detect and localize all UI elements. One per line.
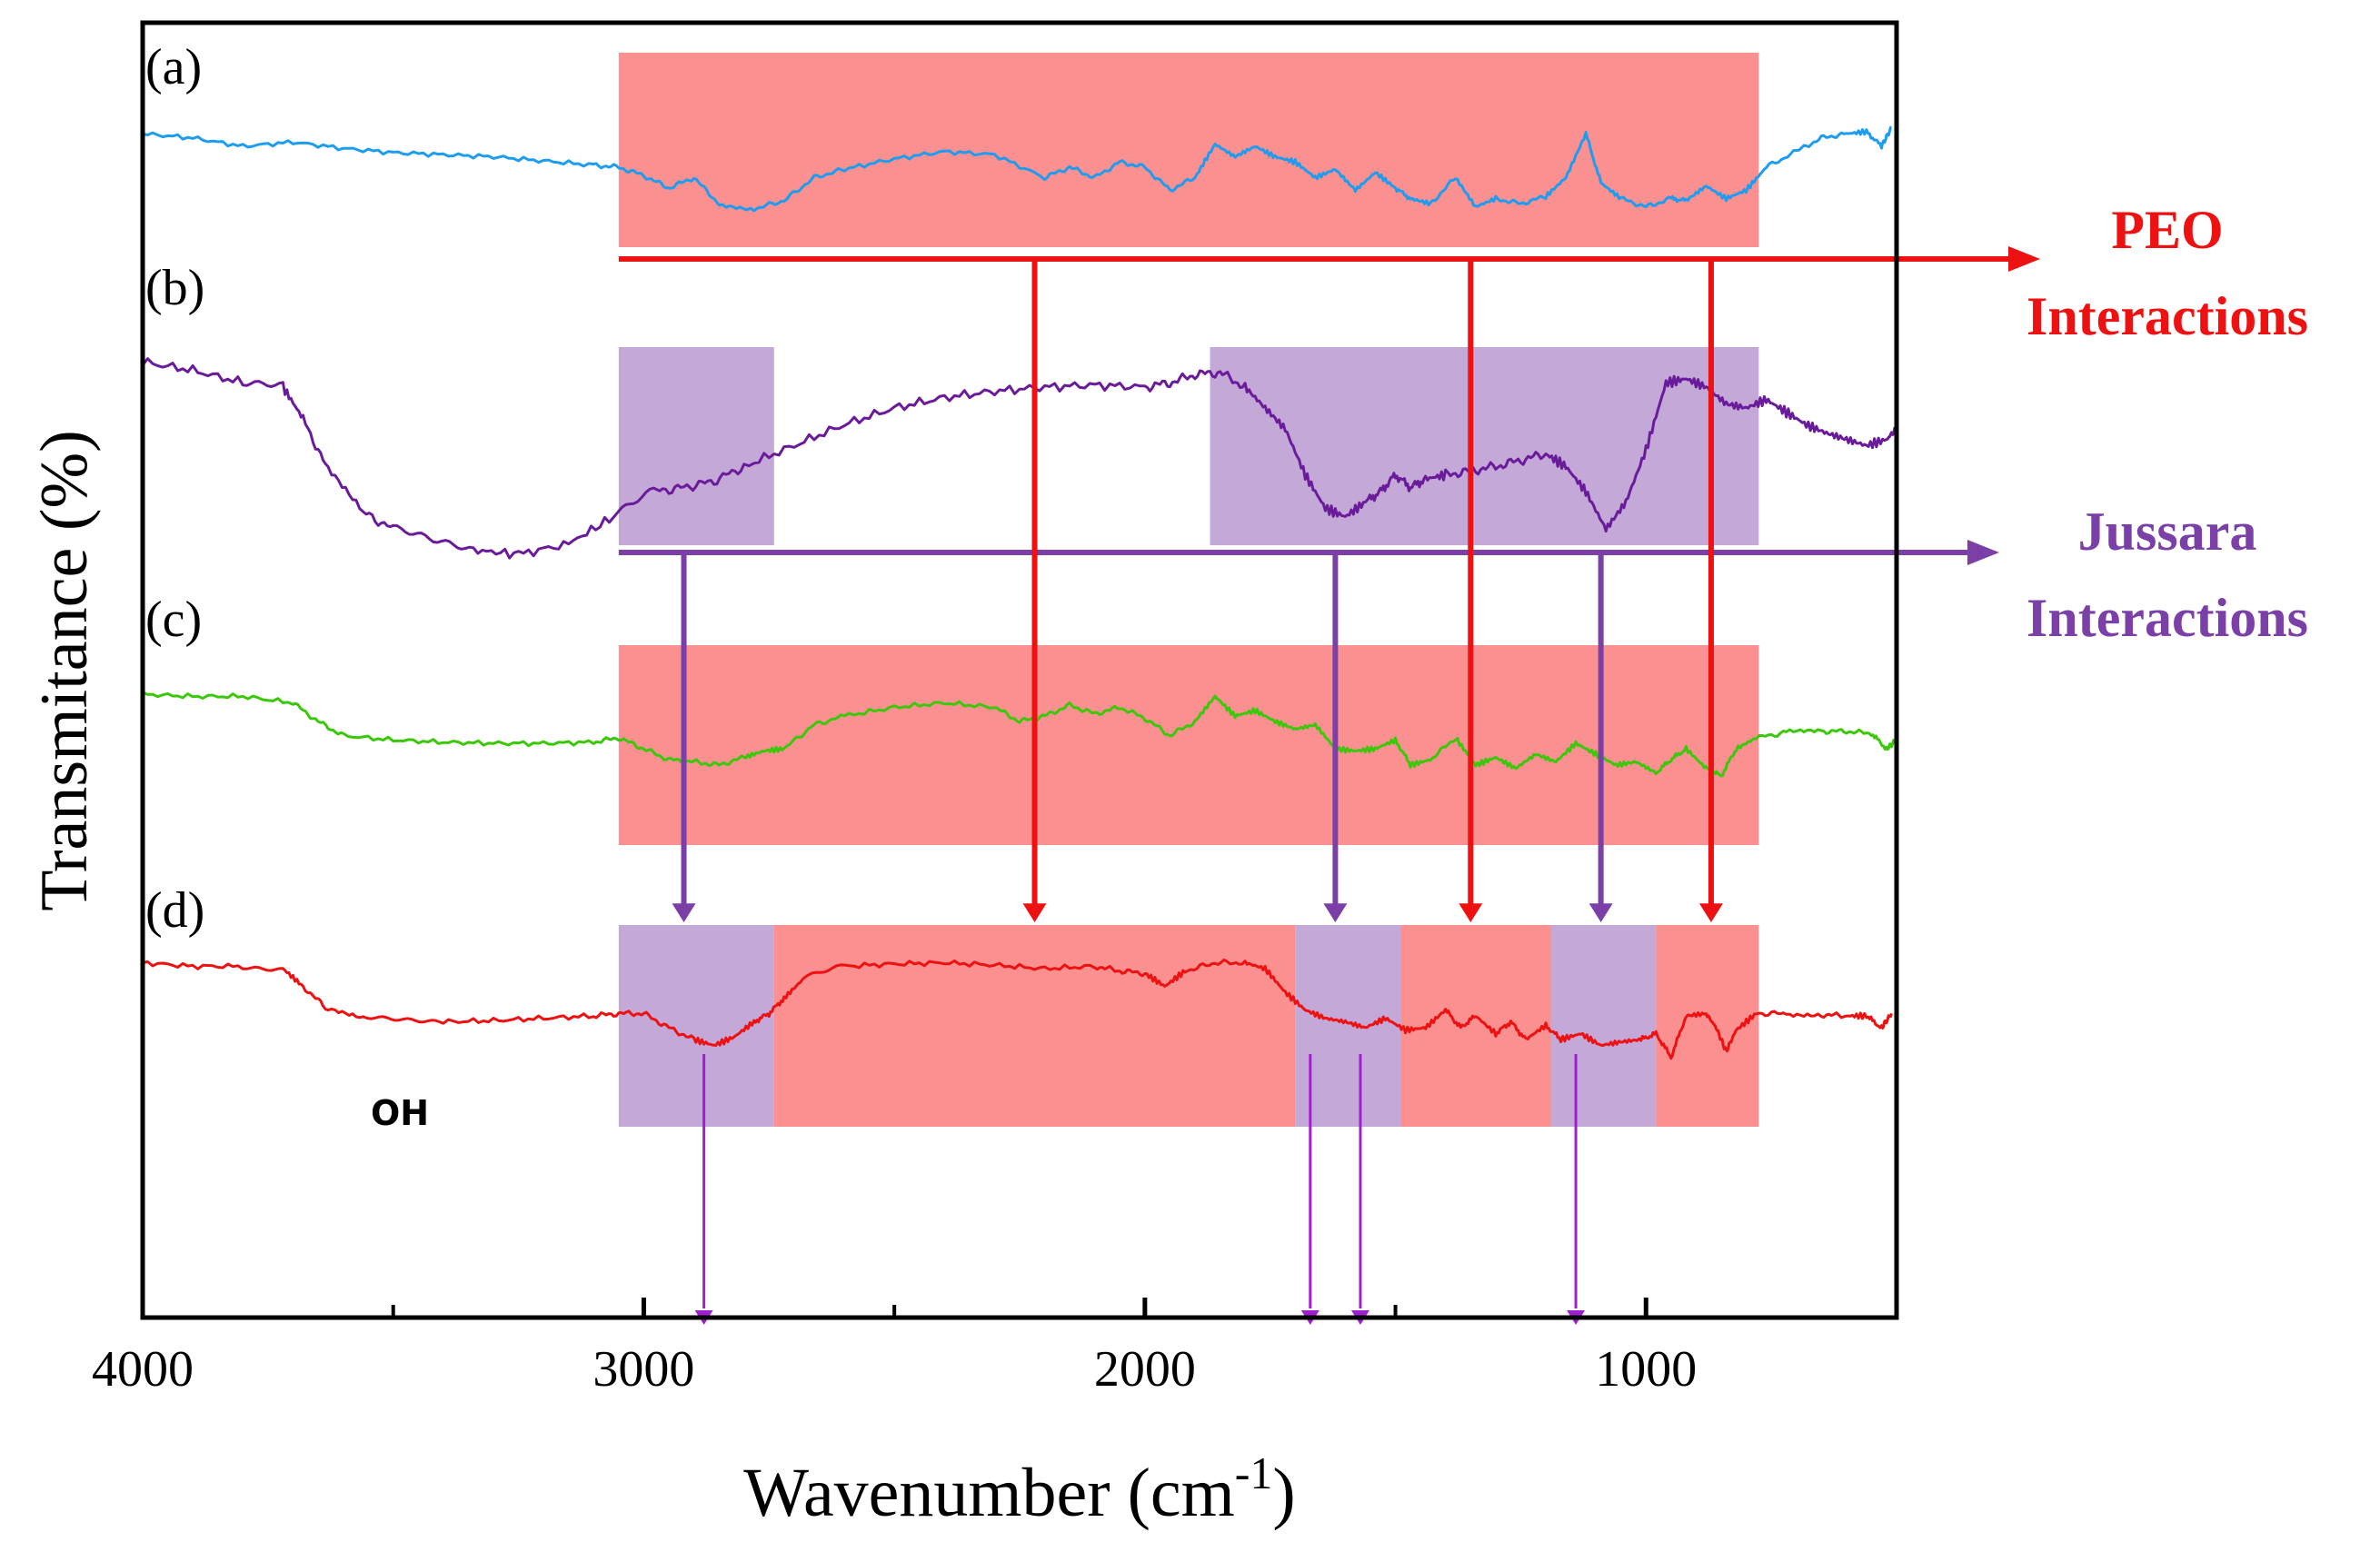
peo-vertical-arrow-head-2 — [1698, 903, 1723, 922]
spectrum-curve-a — [142, 125, 1892, 213]
curve-label-c: (c) — [145, 592, 202, 648]
jussara-horizontal-arrow-head — [1967, 540, 1999, 565]
highlight-regions — [618, 53, 1759, 1127]
curve-label-b: (b) — [145, 260, 204, 316]
jussara-vertical-arrow-head-2 — [1588, 903, 1613, 922]
jussara-vertical-arrow-head-0 — [672, 903, 696, 922]
highlight-region-peo-5 — [773, 925, 1296, 1127]
jussara-label-line1: Jussara — [2078, 502, 2257, 562]
highlight-region-jussara-2 — [1210, 347, 1759, 545]
oh-label: OH — [371, 1093, 429, 1133]
jussara-vertical-arrow-head-1 — [1323, 903, 1348, 922]
x-axis-ticks: 4000 3000 2000 1000 — [92, 1298, 1898, 1398]
spectra-curves — [141, 125, 1898, 1060]
x-axis-label: Wavenumber (cm-1) — [743, 1448, 1295, 1531]
plot-frame — [140, 20, 1899, 1320]
peo-vertical-arrow-head-0 — [1022, 903, 1047, 922]
spectrum-curve-b — [141, 357, 1898, 560]
peo-label-line2: Interactions — [2026, 286, 2308, 346]
jussara-label-line2: Interactions — [2026, 588, 2308, 648]
peo-label-line1: PEO — [2111, 200, 2223, 260]
highlight-region-jussara-8 — [1550, 925, 1657, 1127]
y-axis-label: Transmitance (%) — [27, 430, 102, 911]
highlight-region-peo-0 — [618, 53, 1759, 247]
highlight-region-jussara-1 — [618, 347, 774, 545]
curve-label-a: (a) — [145, 39, 202, 95]
spectrum-curve-c — [142, 691, 1898, 778]
x-tick-label-2000: 2000 — [1094, 1341, 1196, 1398]
interaction-arrows — [618, 246, 2040, 1325]
x-tick-label-3000: 3000 — [593, 1341, 694, 1398]
curve-label-d: (d) — [145, 882, 204, 939]
x-axis-label-main: Wavenumber (cm — [743, 1455, 1234, 1531]
x-axis-label-superscript: -1 — [1235, 1448, 1273, 1498]
highlight-region-peo-3 — [618, 645, 1759, 845]
x-tick-label-4000: 4000 — [92, 1341, 194, 1398]
highlight-region-peo-7 — [1400, 925, 1551, 1127]
x-tick-label-1000: 1000 — [1595, 1341, 1697, 1398]
highlight-region-jussara-6 — [1295, 925, 1401, 1127]
peo-horizontal-arrow-head — [2008, 246, 2040, 272]
x-axis-label-close: ) — [1272, 1455, 1295, 1531]
peo-vertical-arrow-head-1 — [1459, 903, 1483, 922]
spectrum-curve-d — [142, 958, 1893, 1060]
